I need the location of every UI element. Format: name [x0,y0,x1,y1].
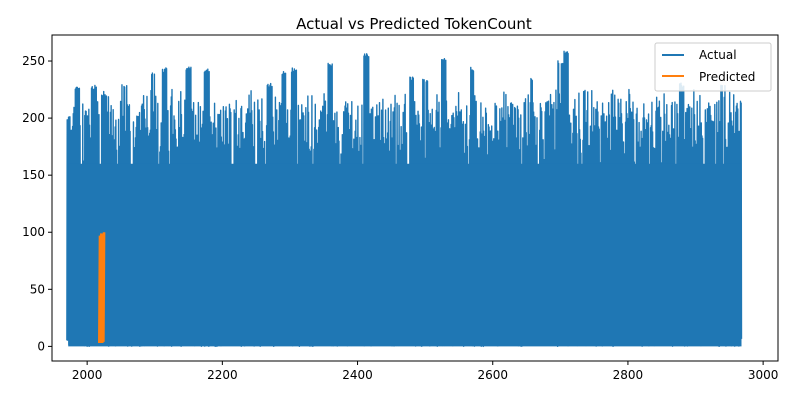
x-tick-label: 2600 [477,368,508,382]
legend: Actual Predicted [654,42,772,92]
x-tick-label: 2200 [207,368,238,382]
x-axis: 2000 2200 2400 2600 2800 3000 [72,361,779,382]
x-tick-label: 2400 [342,368,373,382]
chart-title: Actual vs Predicted TokenCount [296,15,532,33]
series-predicted-body [99,235,104,343]
y-tick-label: 0 [37,339,45,353]
y-tick-label: 250 [22,54,45,68]
x-tick-label: 2800 [613,368,644,382]
legend-label-predicted: Predicted [699,70,755,84]
y-tick-label: 50 [30,282,45,296]
series-actual-body [68,163,742,347]
legend-label-actual: Actual [699,48,737,62]
x-tick-label: 3000 [748,368,779,382]
x-tick-label: 2000 [72,368,103,382]
y-axis: 0 50 100 150 200 250 [22,54,52,353]
y-tick-label: 150 [22,168,45,182]
y-tick-label: 100 [22,225,45,239]
plot-frame [51,34,779,362]
y-tick-label: 200 [22,111,45,125]
